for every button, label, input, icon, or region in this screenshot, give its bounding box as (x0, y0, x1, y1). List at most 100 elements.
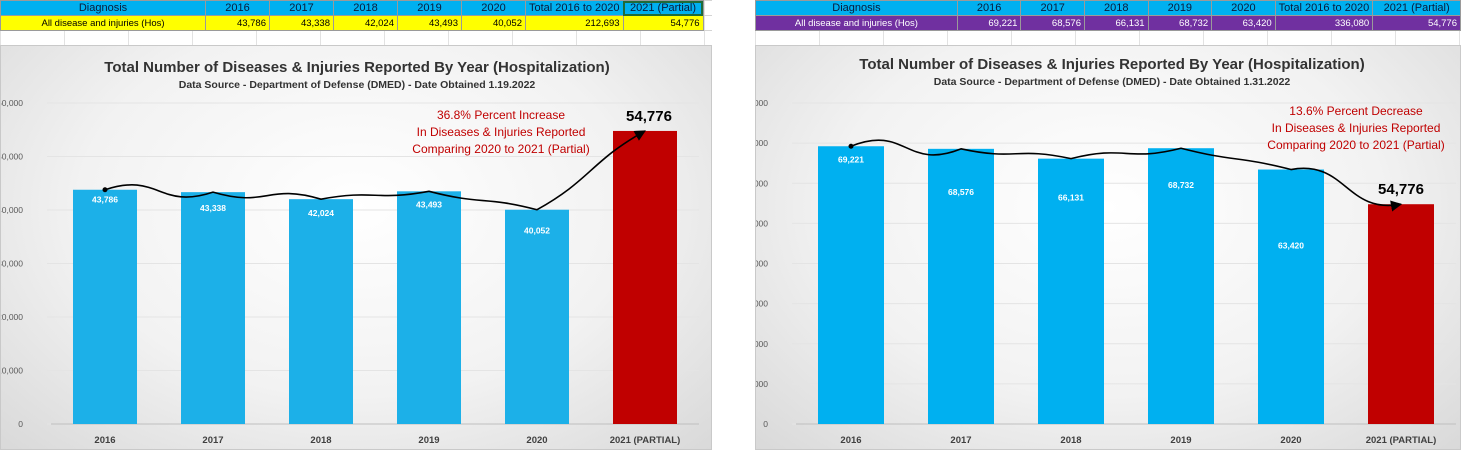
data-label: 43,338 (200, 203, 226, 213)
chart-left[interactable]: Total Number of Diseases & Injuries Repo… (0, 45, 712, 450)
annotation-line: Comparing 2020 to 2021 (Partial) (412, 142, 589, 156)
value-cell[interactable]: 54,776 (1372, 15, 1461, 31)
y-tick-label: 40,000 (756, 259, 768, 269)
bar-2017 (181, 192, 245, 424)
data-label: 63,420 (1278, 241, 1304, 251)
spreadsheet-area: Diagnosis 2016 2017 2018 2019 2020 Total… (755, 0, 1461, 45)
annotation-line: In Diseases & Injuries Reported (1272, 121, 1441, 135)
header-cell[interactable]: 2019 (397, 0, 462, 16)
header-cell[interactable]: 2017 (269, 0, 334, 16)
data-table: Diagnosis 2016 2017 2018 2019 2020 Total… (755, 0, 1461, 31)
x-tick-label: 2021 (PARTIAL) (610, 435, 681, 446)
chart-right[interactable]: Total Number of Diseases & Injuries Repo… (755, 45, 1461, 450)
value-cell[interactable]: 43,493 (397, 15, 462, 31)
header-cell[interactable]: 2018 (1083, 0, 1149, 16)
data-label: 43,786 (92, 195, 118, 205)
data-label: 43,493 (416, 199, 442, 209)
chart-subtitle: Data Source - Department of Defense (DME… (934, 76, 1291, 88)
data-label: 68,576 (948, 187, 974, 197)
y-tick-label: 80,000 (756, 98, 768, 108)
y-tick-label: 50,000 (756, 218, 768, 228)
header-cell[interactable]: 2016 (205, 0, 270, 16)
value-cell[interactable]: 336,080 (1274, 15, 1374, 31)
header-cell[interactable]: Diagnosis (0, 0, 206, 16)
bar-2019 (397, 191, 461, 424)
bar-2020 (1258, 169, 1324, 424)
bar-2018 (1038, 158, 1104, 424)
data-label: 68,732 (1168, 180, 1194, 190)
y-tick-label: 10,000 (756, 379, 768, 389)
row-label-cell[interactable]: All disease and injuries (Hos) (755, 15, 958, 31)
data-table: Diagnosis 2016 2017 2018 2019 2020 Total… (0, 0, 704, 31)
value-cell[interactable]: 40,052 (461, 15, 526, 31)
header-cell[interactable]: 2020 (461, 0, 526, 16)
x-tick-label: 2021 (PARTIAL) (1366, 435, 1437, 446)
value-cell[interactable]: 69,221 (956, 15, 1022, 31)
x-tick-label: 2016 (840, 435, 861, 446)
trend-start-dot (102, 187, 108, 193)
data-label-big: 54,776 (626, 108, 672, 125)
header-cell[interactable]: 2019 (1147, 0, 1213, 16)
y-tick-label: 0 (18, 419, 23, 429)
y-tick-label: 10,000 (1, 366, 23, 376)
table-header-row: Diagnosis 2016 2017 2018 2019 2020 Total… (0, 0, 704, 16)
table-row: All disease and injuries (Hos) 43,786 43… (0, 15, 704, 31)
value-cell[interactable]: 66,131 (1083, 15, 1149, 31)
value-cell[interactable]: 42,024 (333, 15, 398, 31)
header-cell[interactable]: 2016 (956, 0, 1022, 16)
value-cell[interactable]: 43,786 (205, 15, 270, 31)
annotation-line: In Diseases & Injuries Reported (417, 125, 586, 139)
header-cell[interactable]: Diagnosis (755, 0, 958, 16)
trend-arrow-curve (104, 130, 646, 211)
trend-start-dot (848, 143, 854, 149)
y-tick-label: 50,000 (1, 152, 23, 162)
data-label: 66,131 (1058, 193, 1084, 203)
bar-2021-partial- (613, 130, 677, 424)
bar-2016 (73, 189, 137, 424)
header-cell-selected[interactable]: 2021 (Partial) (622, 0, 704, 16)
bar-2019 (1148, 148, 1214, 424)
value-cell[interactable]: 63,420 (1211, 15, 1276, 31)
chart-subtitle: Data Source - Department of Defense (DME… (179, 79, 536, 91)
header-cell[interactable]: 2021 (Partial) (1372, 0, 1461, 16)
left-panel: Diagnosis 2016 2017 2018 2019 2020 Total… (0, 0, 712, 450)
x-tick-label: 2019 (1170, 435, 1191, 446)
value-cell[interactable]: 68,732 (1147, 15, 1213, 31)
chart-svg-right: Total Number of Diseases & Injuries Repo… (756, 56, 1456, 446)
header-cell[interactable]: 2018 (333, 0, 398, 16)
row-label-cell[interactable]: All disease and injuries (Hos) (0, 15, 206, 31)
annotation-line: 13.6% Percent Decrease (1289, 104, 1423, 118)
y-tick-label: 30,000 (1, 259, 23, 269)
header-cell[interactable]: 2017 (1020, 0, 1085, 16)
data-label: 40,052 (524, 226, 550, 236)
bar-2020 (505, 209, 569, 424)
value-cell[interactable]: 68,576 (1020, 15, 1085, 31)
bar-2016 (818, 146, 884, 424)
chart-title: Total Number of Diseases & Injuries Repo… (104, 59, 609, 76)
data-label: 42,024 (308, 208, 334, 218)
annotation-line: 36.8% Percent Increase (437, 108, 565, 122)
x-tick-label: 2017 (202, 435, 223, 446)
bar-2018 (289, 199, 353, 424)
right-panel: Diagnosis 2016 2017 2018 2019 2020 Total… (755, 0, 1461, 450)
y-tick-label: 20,000 (1, 312, 23, 322)
bar-2017 (928, 148, 994, 424)
y-tick-label: 30,000 (756, 299, 768, 309)
y-tick-label: 0 (763, 419, 768, 429)
header-cell[interactable]: 2020 (1211, 0, 1276, 16)
value-cell[interactable]: 54,776 (622, 15, 704, 31)
y-tick-label: 70,000 (756, 138, 768, 148)
table-header-row: Diagnosis 2016 2017 2018 2019 2020 Total… (755, 0, 1461, 16)
trend-arrow-curve (850, 139, 1403, 212)
x-tick-label: 2016 (94, 435, 115, 446)
header-cell[interactable]: Total 2016 to 2020 (525, 0, 624, 16)
chart-svg-left: Total Number of Diseases & Injuries Repo… (1, 59, 699, 446)
value-cell[interactable]: 43,338 (269, 15, 334, 31)
header-cell[interactable]: Total 2016 to 2020 (1274, 0, 1374, 16)
table-row: All disease and injuries (Hos) 69,221 68… (755, 15, 1461, 31)
chart-title: Total Number of Diseases & Injuries Repo… (859, 56, 1364, 73)
y-tick-label: 40,000 (1, 205, 23, 215)
y-tick-label: 60,000 (1, 98, 23, 108)
value-cell[interactable]: 212,693 (525, 15, 624, 31)
x-tick-label: 2018 (310, 435, 331, 446)
